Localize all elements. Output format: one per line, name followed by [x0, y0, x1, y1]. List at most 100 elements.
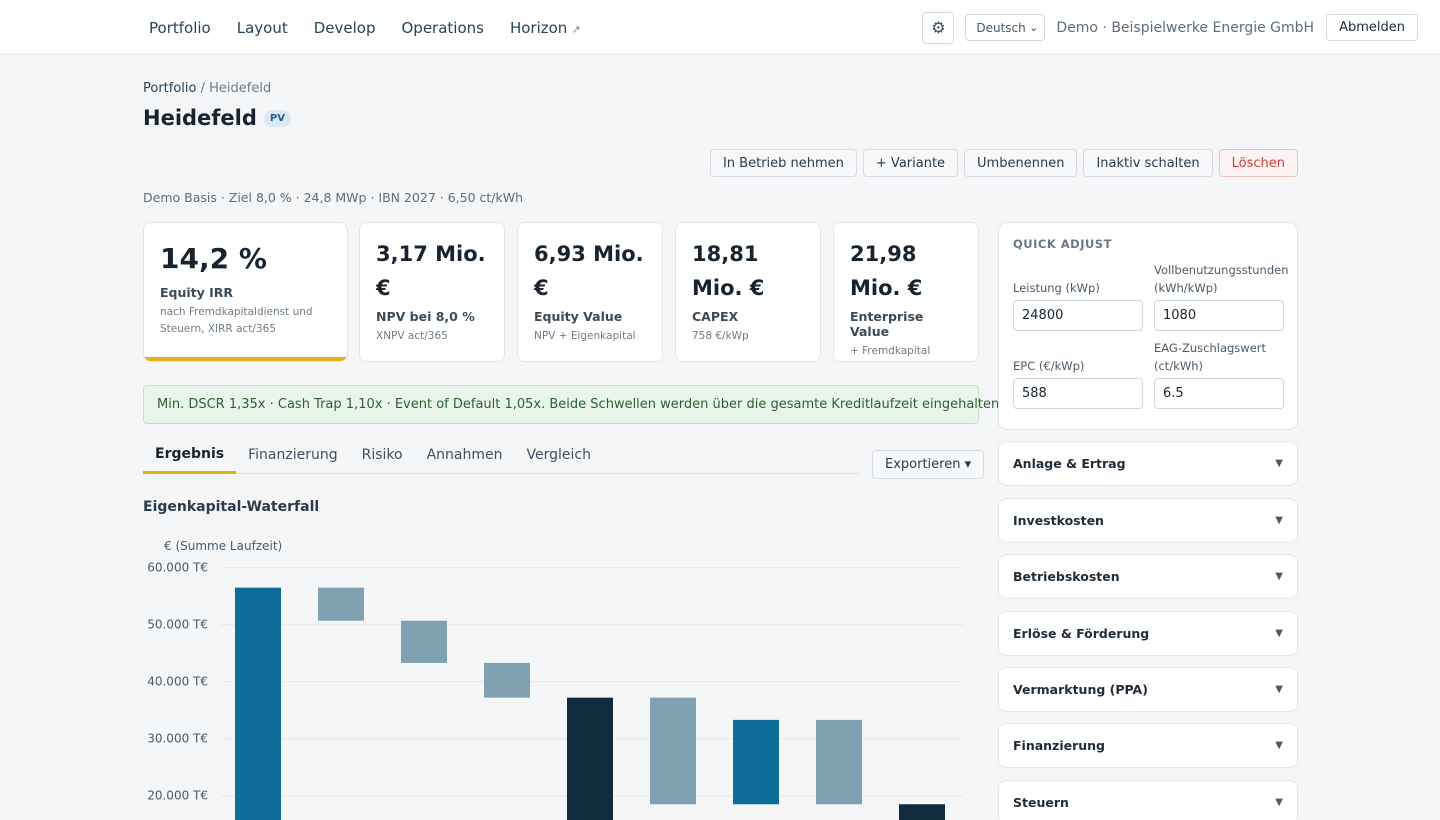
chevron-down-icon: ▼	[1275, 797, 1283, 808]
accordion-label: Anlage & Ertrag	[1013, 456, 1126, 471]
quick-adjust-title: QUICK ADJUST	[1013, 237, 1112, 251]
tab-annahmen[interactable]: Annahmen	[426, 447, 503, 463]
chevron-down-icon: ⌄	[1029, 21, 1039, 34]
result-tabs: Ergebnis Finanzierung Risiko Annahmen Ve…	[143, 436, 860, 474]
kpi-card-npv: 3,17 Mio. € NPV bei 8,0 % XNPV act/365	[359, 222, 505, 362]
y-tick-label: 30.000 T€	[147, 732, 208, 746]
chevron-down-icon: ▼	[1275, 571, 1283, 582]
y-tick-label: 20.000 T€	[147, 789, 208, 803]
kpi-label: CAPEX	[692, 309, 739, 324]
waterfall-bar	[899, 804, 945, 820]
deactivate-button[interactable]: Inaktiv schalten	[1083, 149, 1213, 177]
y-axis-label: € (Summe Laufzeit)	[164, 539, 282, 553]
chevron-down-icon: ▼	[1275, 684, 1283, 695]
kpi-card-capex: 18,81 Mio. € CAPEX 758 €/kWp	[675, 222, 821, 362]
accordion-label: Vermarktung (PPA)	[1013, 682, 1148, 697]
waterfall-bar	[733, 719, 779, 805]
rename-button[interactable]: Umbenennen	[964, 149, 1078, 177]
epc-label: EPC (€/kWp)	[1013, 359, 1085, 373]
kpi-value: 21,98 Mio. €	[850, 242, 923, 300]
y-tick-label: 60.000 T€	[147, 561, 208, 575]
accordion-betriebskosten[interactable]: Betriebskosten ▼	[998, 554, 1298, 599]
kpi-sub: XNPV act/365	[376, 330, 448, 342]
logout-button[interactable]: Abmelden	[1326, 14, 1418, 41]
kpi-label: Equity Value	[534, 309, 623, 324]
waterfall-bar	[484, 662, 530, 698]
y-tick-label: 50.000 T€	[147, 618, 208, 632]
export-button[interactable]: Exportieren ▾	[872, 450, 985, 479]
epc-field: EPC (€/kWp) 588	[1013, 357, 1143, 409]
kpi-sub: 758 €/kWp	[692, 330, 749, 342]
language-select-value: Deutsch	[976, 20, 1026, 35]
page-title: Heidefeld PV	[143, 106, 291, 130]
kpi-label: NPV bei 8,0 %	[376, 309, 475, 324]
nav-item-horizon[interactable]: Horizon ↗	[497, 19, 594, 37]
kpi-value: 18,81 Mio. €	[692, 242, 765, 300]
top-navigation-bar: Portfolio Layout Develop Operations Hori…	[0, 0, 1440, 55]
kpi-sub: + Fremdkapital	[850, 345, 931, 357]
full-load-hours-field: Vollbenutzungsstunden (kWh/kWp) 1080	[1154, 261, 1289, 331]
waterfall-svg: € (Summe Laufzeit) 60.000 T€ 50.000 T€ 40.…	[147, 539, 963, 820]
nav-item-label: Develop	[313, 18, 376, 37]
epc-input[interactable]: 588	[1013, 378, 1143, 409]
kpi-label: Equity IRR	[160, 285, 234, 300]
full-load-hours-input[interactable]: 1080	[1154, 300, 1284, 331]
chevron-down-icon: ▼	[1275, 740, 1283, 751]
external-link-icon: ↗	[571, 22, 581, 36]
tab-ergebnis[interactable]: Ergebnis	[143, 436, 237, 474]
accordion-vermarktung-ppa[interactable]: Vermarktung (PPA) ▼	[998, 667, 1298, 712]
eag-label: EAG-Zuschlagswert (ct/kWh)	[1154, 341, 1267, 373]
kpi-value: 6,93 Mio. €	[534, 242, 644, 300]
tab-finanzierung[interactable]: Finanzierung	[248, 447, 338, 463]
accordion-label: Betriebskosten	[1013, 569, 1120, 584]
waterfall-bar	[650, 697, 696, 805]
power-label: Leistung (kWp)	[1013, 281, 1100, 295]
accordion-steuern[interactable]: Steuern ▼	[998, 780, 1298, 820]
accordion-anlage-ertrag[interactable]: Anlage & Ertrag ▼	[998, 441, 1298, 486]
nav-item-operations[interactable]: Operations	[388, 19, 496, 37]
waterfall-bar	[567, 697, 613, 820]
company-name: Demo · Beispielwerke Energie GmbH	[1056, 19, 1315, 36]
full-load-hours-label: Vollbenutzungsstunden (kWh/kWp)	[1154, 263, 1289, 295]
nav-item-portfolio[interactable]: Portfolio	[136, 19, 224, 37]
add-variant-button[interactable]: + Variante	[862, 149, 959, 177]
kpi-card-equity-irr: 14,2 % Equity IRR nach Fremdkapitaldiens…	[143, 222, 348, 362]
dscr-alert: Min. DSCR 1,35x · Cash Trap 1,10x · Even…	[143, 385, 1003, 424]
waterfall-bar	[318, 587, 364, 621]
eag-field: EAG-Zuschlagswert (ct/kWh) 6.5	[1154, 339, 1284, 409]
accordion-label: Finanzierung	[1013, 738, 1106, 753]
quick-adjust-panel: QUICK ADJUST Leistung (kWp) 24800 Vollbe…	[998, 222, 1298, 430]
tab-vergleich[interactable]: Vergleich	[526, 447, 591, 463]
kpi-value: 14,2 %	[160, 242, 267, 275]
eag-input[interactable]: 6.5	[1154, 378, 1284, 409]
accordion-investkosten[interactable]: Investkosten ▼	[998, 498, 1298, 543]
breadcrumb-portfolio-link[interactable]: Portfolio	[143, 81, 197, 96]
type-badge: PV	[263, 109, 291, 127]
gear-icon: ⚙	[931, 18, 946, 37]
chevron-down-icon: ▼	[1275, 628, 1283, 639]
accordion-label: Erlöse & Förderung	[1013, 626, 1150, 641]
project-name: Heidefeld	[143, 106, 257, 130]
nav-item-layout[interactable]: Layout	[224, 19, 301, 37]
commission-button[interactable]: In Betrieb nehmen	[709, 149, 857, 177]
breadcrumb-separator: /	[196, 81, 210, 96]
nav-item-label: Horizon	[509, 18, 568, 37]
accordion-erloese-foerderung[interactable]: Erlöse & Förderung ▼	[998, 611, 1298, 656]
nav-item-label: Operations	[401, 18, 484, 37]
kpi-sub: NPV + Eigenkapital	[534, 330, 636, 342]
language-select[interactable]: Deutsch ⌄	[965, 14, 1046, 41]
accordion-finanzierung[interactable]: Finanzierung ▼	[998, 723, 1298, 768]
waterfall-bar	[816, 719, 862, 805]
settings-button[interactable]: ⚙	[922, 11, 955, 44]
chevron-down-icon: ▼	[1275, 458, 1283, 469]
tab-risiko[interactable]: Risiko	[361, 447, 403, 463]
delete-button[interactable]: Löschen	[1218, 149, 1298, 177]
nav-item-develop[interactable]: Develop	[301, 19, 389, 37]
breadcrumb-current: Heidefeld	[209, 81, 272, 96]
project-meta: Demo Basis · Ziel 8,0 % · 24,8 MWp · IBN…	[143, 190, 524, 205]
chart-title: Eigenkapital-Waterfall	[143, 499, 320, 515]
nav-item-label: Layout	[236, 18, 288, 37]
waterfall-bar	[401, 620, 447, 663]
kpi-card-enterprise-value: 21,98 Mio. € Enterprise Value + Fremdkap…	[833, 222, 979, 362]
power-input[interactable]: 24800	[1013, 300, 1143, 331]
